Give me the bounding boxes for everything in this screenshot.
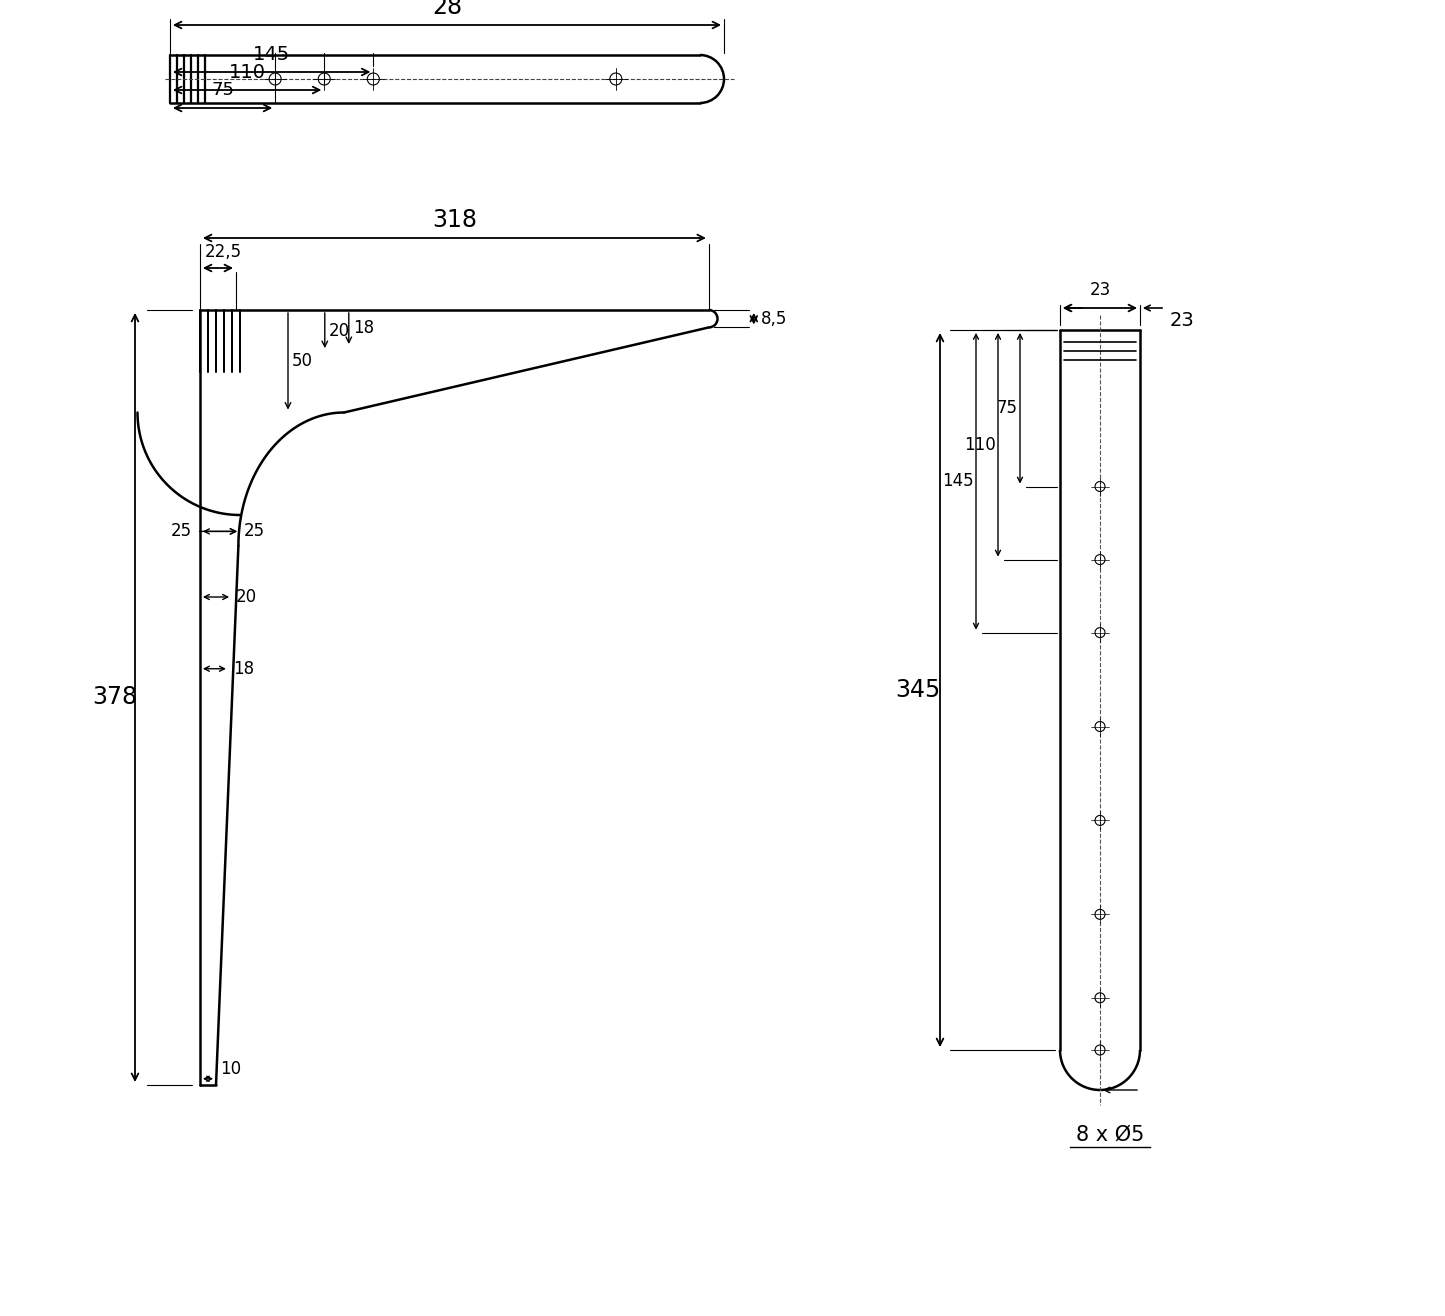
Text: 378: 378 — [92, 686, 137, 709]
Text: 25: 25 — [244, 522, 264, 541]
Text: 8,5: 8,5 — [760, 309, 788, 328]
Text: 145: 145 — [942, 472, 974, 491]
Text: 22,5: 22,5 — [204, 243, 241, 261]
Text: 20: 20 — [329, 321, 350, 340]
Text: 28: 28 — [432, 0, 462, 18]
Text: 10: 10 — [220, 1059, 241, 1078]
Text: 18: 18 — [353, 320, 374, 337]
Text: 8 x Ø5: 8 x Ø5 — [1077, 1125, 1144, 1145]
Text: 23: 23 — [1170, 311, 1195, 329]
Text: 23: 23 — [1090, 282, 1111, 299]
Text: 25: 25 — [171, 522, 192, 541]
Text: 345: 345 — [896, 678, 941, 701]
Text: 50: 50 — [292, 353, 314, 370]
Text: 75: 75 — [997, 399, 1017, 417]
Text: 145: 145 — [253, 45, 290, 63]
Text: 75: 75 — [211, 82, 234, 99]
Text: 110: 110 — [964, 436, 996, 454]
Text: 20: 20 — [236, 588, 257, 605]
Text: 318: 318 — [432, 208, 477, 232]
Text: 110: 110 — [228, 62, 266, 82]
Text: 18: 18 — [233, 659, 254, 678]
